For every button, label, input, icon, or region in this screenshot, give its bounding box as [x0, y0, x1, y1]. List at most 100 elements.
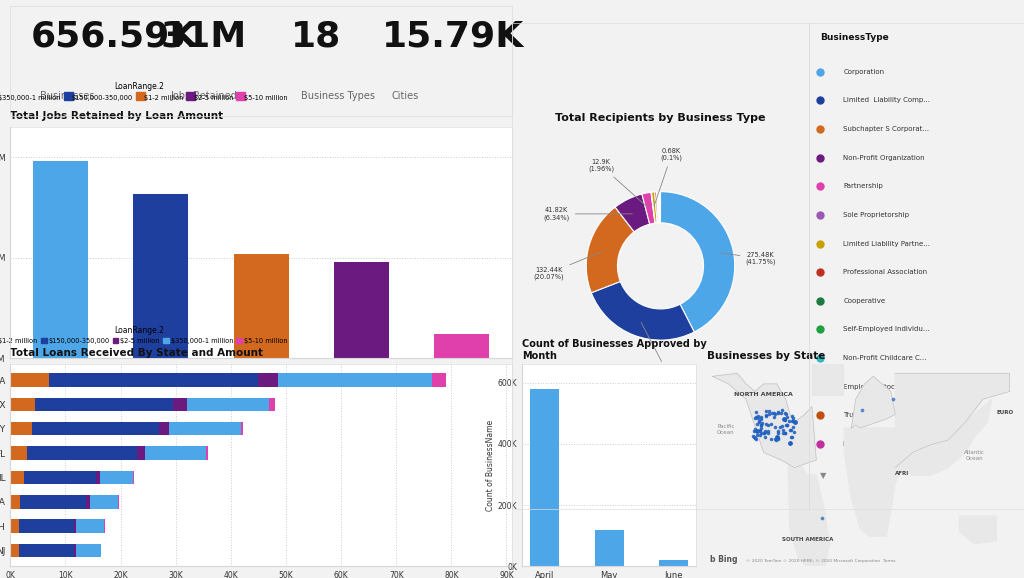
- Bar: [169, 422, 241, 435]
- Bar: [10, 470, 24, 484]
- Bar: [18, 544, 74, 557]
- Point: [778, 421, 795, 430]
- Bar: [27, 446, 137, 460]
- Point: [763, 419, 779, 428]
- Bar: [76, 544, 100, 557]
- Bar: [10, 398, 35, 411]
- Point: [774, 406, 791, 415]
- Point: [770, 409, 786, 418]
- Point: [778, 409, 795, 418]
- Text: Limited Liability Partne...: Limited Liability Partne...: [844, 240, 931, 247]
- Text: 0.68K
(0.1%): 0.68K (0.1%): [654, 148, 683, 206]
- Bar: [530, 388, 559, 566]
- Point: [783, 426, 800, 435]
- Point: [749, 430, 765, 439]
- Point: [754, 418, 770, 428]
- Bar: [35, 398, 173, 411]
- Point: [749, 420, 765, 429]
- Point: [777, 429, 794, 438]
- Point: [769, 429, 785, 438]
- Bar: [173, 398, 186, 411]
- Bar: [90, 495, 118, 509]
- Bar: [659, 560, 688, 566]
- Bar: [10, 373, 49, 387]
- Bar: [10, 422, 33, 435]
- Text: Independent Contract...: Independent Contract...: [844, 441, 927, 447]
- Point: [748, 434, 764, 443]
- Legend: $1-2 million, $150,000-350,000, $2-5 million, $350,000-1 million, $5-10 million: $1-2 million, $150,000-350,000, $2-5 mil…: [0, 323, 290, 347]
- Text: 31M: 31M: [161, 20, 247, 54]
- Text: Subchapter S Corporat...: Subchapter S Corporat...: [844, 126, 930, 132]
- Text: Non-Profit Organization: Non-Profit Organization: [844, 154, 925, 161]
- Bar: [434, 334, 489, 358]
- Point: [750, 413, 766, 423]
- Text: 15.79K: 15.79K: [382, 20, 524, 54]
- Text: Total Loans Received By State and Amount: Total Loans Received By State and Amount: [10, 348, 263, 358]
- Polygon shape: [845, 428, 906, 536]
- Bar: [118, 495, 119, 509]
- Text: 275.48K
(41.75%): 275.48K (41.75%): [720, 251, 776, 265]
- Point: [760, 428, 776, 438]
- Text: Non-Profit Childcare C...: Non-Profit Childcare C...: [844, 355, 927, 361]
- Bar: [24, 470, 95, 484]
- Point: [752, 431, 768, 440]
- Point: [773, 409, 790, 418]
- Point: [753, 421, 769, 430]
- Point: [763, 435, 779, 444]
- Point: [756, 428, 772, 437]
- Point: [769, 432, 785, 442]
- Point: [757, 426, 773, 435]
- Bar: [133, 194, 188, 358]
- Point: [753, 428, 769, 438]
- Text: 41.82K
(6.34%): 41.82K (6.34%): [544, 207, 632, 221]
- Text: 18: 18: [291, 20, 341, 54]
- Text: Cities: Cities: [391, 91, 419, 101]
- Polygon shape: [713, 373, 816, 468]
- Point: [775, 414, 792, 424]
- Bar: [18, 520, 74, 533]
- Point: [746, 426, 763, 435]
- Bar: [33, 422, 159, 435]
- Text: ▼: ▼: [819, 470, 826, 480]
- Bar: [278, 373, 432, 387]
- Point: [777, 428, 794, 437]
- Point: [751, 416, 767, 425]
- Wedge shape: [658, 192, 659, 223]
- Bar: [133, 470, 134, 484]
- Point: [745, 431, 762, 440]
- Text: EURO: EURO: [996, 410, 1014, 416]
- Bar: [74, 520, 77, 533]
- Text: Cooperative: Cooperative: [844, 298, 886, 304]
- Point: [776, 415, 793, 424]
- Polygon shape: [851, 376, 895, 428]
- Point: [814, 513, 830, 523]
- Point: [752, 426, 768, 435]
- Point: [767, 435, 783, 444]
- Text: Professional Association: Professional Association: [844, 269, 928, 275]
- Wedge shape: [660, 192, 734, 332]
- Point: [770, 435, 786, 444]
- Point: [758, 411, 774, 420]
- Text: Jobs Retained: Jobs Retained: [171, 91, 238, 101]
- Point: [766, 409, 782, 418]
- Text: Limited  Liability Comp...: Limited Liability Comp...: [844, 97, 931, 103]
- Bar: [233, 254, 289, 358]
- Text: NORTH AMERICA: NORTH AMERICA: [734, 392, 793, 397]
- Text: Business Types: Business Types: [301, 91, 375, 101]
- Polygon shape: [812, 354, 843, 395]
- Point: [759, 406, 775, 415]
- Y-axis label: Count of BusinessName: Count of BusinessName: [486, 420, 495, 511]
- Point: [784, 423, 801, 432]
- Point: [766, 413, 782, 422]
- X-axis label: LoanRange.2: LoanRange.2: [233, 375, 289, 384]
- Point: [777, 408, 794, 417]
- Wedge shape: [657, 192, 659, 223]
- Point: [746, 434, 763, 443]
- Point: [757, 427, 773, 436]
- Polygon shape: [788, 465, 829, 571]
- Point: [785, 414, 802, 423]
- Point: [770, 407, 786, 416]
- Point: [765, 408, 781, 417]
- Text: 12.9K
(1.96%): 12.9K (1.96%): [588, 159, 647, 207]
- Text: BusinessType: BusinessType: [819, 33, 889, 42]
